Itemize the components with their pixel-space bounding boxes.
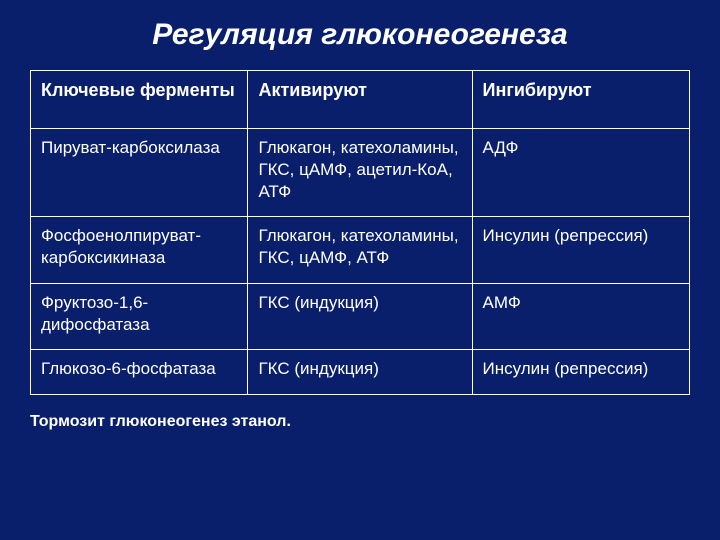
page-title: Регуляция глюконеогенеза	[30, 18, 690, 52]
cell-inhibit: Инсулин (репрессия)	[472, 350, 689, 395]
cell-inhibit: Инсулин (репрессия)	[472, 217, 689, 284]
table-header-row: Ключевые ферменты Активируют Ингибируют	[31, 71, 690, 129]
cell-activate: Глюкагон, катехоламины, ГКС, цАМФ, ацети…	[248, 129, 472, 217]
cell-activate: ГКС (индукция)	[248, 283, 472, 350]
cell-activate: ГКС (индукция)	[248, 350, 472, 395]
table-row: Фосфоенолпируват-карбоксикиназа Глюкагон…	[31, 217, 690, 284]
cell-inhibit: АМФ	[472, 283, 689, 350]
cell-enzyme: Глюкозо-6-фосфатаза	[31, 350, 248, 395]
footnote: Тормозит глюконеогенез этанол.	[30, 413, 690, 431]
table-row: Фруктозо-1,6-дифосфатаза ГКС (индукция) …	[31, 283, 690, 350]
cell-inhibit: АДФ	[472, 129, 689, 217]
cell-enzyme: Фосфоенолпируват-карбоксикиназа	[31, 217, 248, 284]
col-header-enzymes: Ключевые ферменты	[31, 71, 248, 129]
col-header-inhibit: Ингибируют	[472, 71, 689, 129]
cell-enzyme: Фруктозо-1,6-дифосфатаза	[31, 283, 248, 350]
cell-enzyme: Пируват-карбоксилаза	[31, 129, 248, 217]
table-row: Пируват-карбоксилаза Глюкагон, катехолам…	[31, 129, 690, 217]
cell-activate: Глюкагон, катехоламины, ГКС, цАМФ, АТФ	[248, 217, 472, 284]
slide: Регуляция глюконеогенеза Ключевые фермен…	[0, 0, 720, 540]
regulation-table: Ключевые ферменты Активируют Ингибируют …	[30, 70, 690, 395]
table-row: Глюкозо-6-фосфатаза ГКС (индукция) Инсул…	[31, 350, 690, 395]
col-header-activate: Активируют	[248, 71, 472, 129]
